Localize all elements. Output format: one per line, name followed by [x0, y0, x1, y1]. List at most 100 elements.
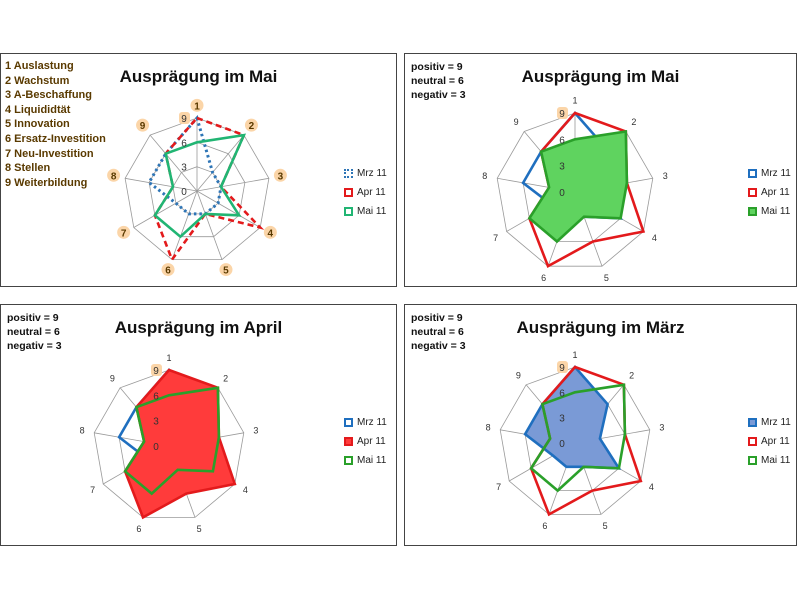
legend-swatch: [748, 455, 757, 465]
category-badge: [136, 118, 150, 132]
category-label: 7: [90, 485, 95, 495]
category-label: 4: [649, 482, 654, 492]
legend: Mrz 11 Apr 11 Mai 11: [344, 166, 387, 223]
chart-title: Ausprägung im April: [114, 318, 283, 337]
grid-spoke: [171, 190, 198, 260]
tick-label: 0: [181, 187, 187, 198]
category-label: 6: [165, 266, 171, 277]
legend-swatch: [344, 168, 353, 178]
value-notes: positiv = 9 neutral = 6 negativ = 3: [7, 311, 62, 353]
grid-spoke: [196, 190, 223, 260]
grid-ring: [93, 369, 245, 518]
note-negativ: negativ = 3: [411, 340, 466, 352]
grid-ring: [499, 366, 651, 515]
category-label: 9: [516, 370, 521, 380]
legend: Mrz 11 Apr 11 Mai 11: [748, 415, 791, 472]
tick-label: 3: [181, 163, 187, 174]
legend: Mrz 11 Apr 11 Mai 11: [344, 415, 387, 472]
category-label: 5: [223, 266, 229, 277]
grid-spoke: [196, 134, 245, 192]
legend-label: Mai 11: [357, 205, 387, 217]
category-label: 4: [268, 228, 274, 239]
legend-item: Mai 11: [344, 453, 387, 467]
series-line: [123, 386, 221, 496]
category-badge: [107, 168, 121, 182]
category-label: 8: [80, 426, 85, 436]
tick-label: 3: [559, 414, 565, 425]
category-label: 4: [652, 233, 657, 243]
category-label: 9: [110, 373, 115, 383]
value-notes: positiv = 9 neutral = 6 negativ = 3: [411, 60, 466, 102]
tick-label: 3: [559, 162, 565, 173]
legend-item: Apr 11: [748, 434, 791, 448]
category-list-item: 9 Weiterbildung: [5, 176, 88, 189]
legend-swatch: [748, 187, 757, 197]
chart-panel-2: positiv = 9 neutral = 6 negativ = 3 Ausp…: [404, 53, 797, 287]
category-label: 8: [482, 171, 487, 181]
legend-label: Mrz 11: [761, 416, 791, 428]
category-label: 2: [249, 121, 255, 132]
category-label: 1: [194, 101, 200, 112]
category-label: 1: [572, 95, 577, 105]
series-line: [529, 383, 627, 493]
grid-ring: [496, 112, 654, 267]
category-list-item: 1 Auslastung: [5, 60, 74, 72]
legend-item: Mrz 11: [344, 166, 387, 180]
note-positiv: positiv = 9: [411, 312, 463, 324]
category-badge: [161, 263, 175, 277]
tick-label: 0: [153, 442, 159, 453]
legend-label: Mrz 11: [761, 167, 791, 179]
grid-ring: [124, 117, 270, 261]
category-badge: [219, 263, 233, 277]
legend-swatch: [748, 206, 757, 216]
legend-swatch: [344, 436, 353, 446]
category-badge: [190, 98, 204, 112]
legend-item: Mrz 11: [748, 166, 791, 180]
tick-label: 9: [181, 114, 187, 125]
category-list-item: 3 A-Beschaffung: [5, 89, 92, 102]
category-label: 5: [603, 521, 608, 531]
tick-label: 9: [559, 109, 565, 120]
category-label: 6: [542, 521, 547, 531]
legend-swatch: [748, 417, 757, 427]
tick-label: 0: [559, 439, 565, 450]
legend: Mrz 11 Apr 11 Mai 11: [748, 166, 791, 223]
category-label: 7: [121, 228, 127, 239]
category-label: 4: [243, 485, 248, 495]
category-label: 1: [166, 353, 171, 363]
chart-title: Ausprägung im Mai: [521, 67, 680, 86]
category-label: 9: [514, 117, 519, 127]
legend-swatch: [344, 187, 353, 197]
legend-label: Apr 11: [761, 435, 790, 447]
tick-label-highlight: [557, 107, 568, 119]
category-list-item: 6 Ersatz-Investition: [5, 132, 106, 145]
tick-label-highlight: [151, 364, 162, 376]
tick-label: 3: [153, 417, 159, 428]
legend-label: Apr 11: [761, 186, 790, 198]
category-label: 3: [278, 171, 284, 182]
note-negativ: negativ = 3: [411, 89, 466, 101]
legend-swatch: [748, 436, 757, 446]
tick-label: 6: [559, 135, 565, 146]
category-label: 5: [197, 524, 202, 534]
series-line: [523, 365, 622, 470]
tick-label: 9: [153, 366, 159, 377]
category-label: 3: [253, 426, 258, 436]
grid-spoke: [125, 177, 198, 192]
value-notes: positiv = 9 neutral = 6 negativ = 3: [411, 311, 466, 353]
note-positiv: positiv = 9: [411, 61, 463, 73]
grid-ring: [172, 166, 222, 215]
legend-item: Mrz 11: [344, 415, 387, 429]
note-positiv: positiv = 9: [7, 312, 59, 324]
category-badge: [273, 168, 287, 182]
grid-spoke: [196, 190, 261, 228]
tick-label: 6: [559, 388, 565, 399]
chart-panel-3: positiv = 9 neutral = 6 negativ = 3 Ausp…: [0, 304, 397, 546]
category-list-item: 8 Stellen: [5, 162, 51, 175]
legend-item: Apr 11: [344, 434, 387, 448]
series-line: [153, 133, 247, 239]
note-neutral: neutral = 6: [411, 326, 464, 338]
category-list-item: 4 Liquididtät: [5, 103, 71, 116]
